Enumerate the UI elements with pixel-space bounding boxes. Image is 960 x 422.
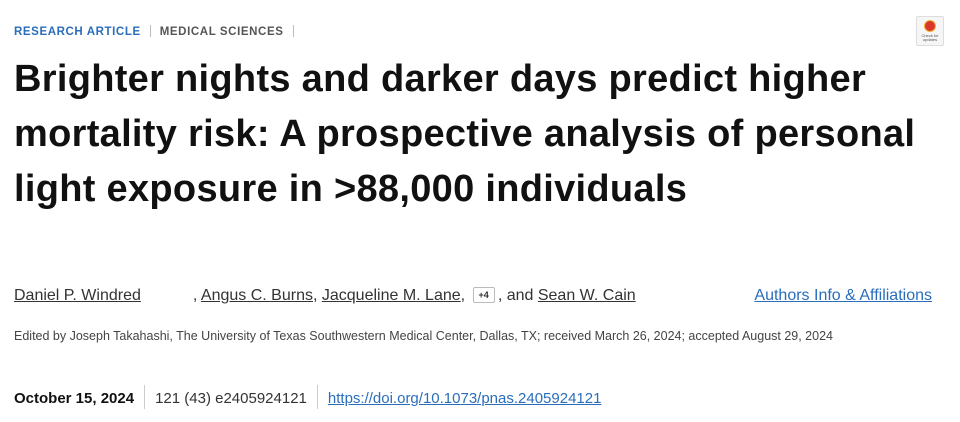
more-authors[interactable]: +4 bbox=[472, 287, 495, 303]
divider bbox=[316, 385, 318, 409]
author[interactable]: Daniel P. Windred bbox=[14, 287, 141, 304]
doi-link[interactable]: https://doi.org/10.1073/pnas.2405924121 bbox=[327, 390, 602, 407]
tags: RESEARCH ARTICLE MEDICAL SCIENCES bbox=[14, 25, 303, 38]
publication-info: October 15, 2024 121 (43) e2405924121 http… bbox=[14, 385, 601, 409]
separator: , bbox=[312, 287, 318, 304]
divider bbox=[292, 25, 294, 37]
check-updates[interactable]: Check for updates bbox=[916, 16, 944, 46]
badge-icon bbox=[924, 20, 936, 32]
divider bbox=[144, 385, 146, 409]
article-type[interactable]: RESEARCH ARTICLE bbox=[14, 26, 141, 38]
separator: , bbox=[192, 287, 198, 304]
author[interactable]: Jacqueline M. Lane bbox=[321, 287, 461, 304]
divider bbox=[149, 25, 151, 37]
citation: 121 (43) e2405924121 bbox=[155, 390, 307, 407]
conjunction: , and bbox=[497, 287, 534, 304]
pub-date: October 15, 2024 bbox=[14, 390, 135, 407]
authors: Daniel P. Windred, Angus C. Burns, Jacqu… bbox=[14, 287, 946, 305]
author[interactable]: Angus C. Burns bbox=[200, 287, 313, 304]
section[interactable]: MEDICAL SCIENCES bbox=[159, 26, 284, 38]
badge-text: Check for updates bbox=[921, 33, 939, 42]
author[interactable]: Sean W. Cain bbox=[537, 287, 636, 304]
separator: , bbox=[460, 287, 466, 304]
authors-info-link[interactable]: Authors Info & Affiliations bbox=[754, 287, 932, 304]
title: Brighter nights and darker days predict … bbox=[14, 58, 916, 210]
edited-by: Edited by Joseph Takahashi, The Universi… bbox=[14, 329, 833, 343]
